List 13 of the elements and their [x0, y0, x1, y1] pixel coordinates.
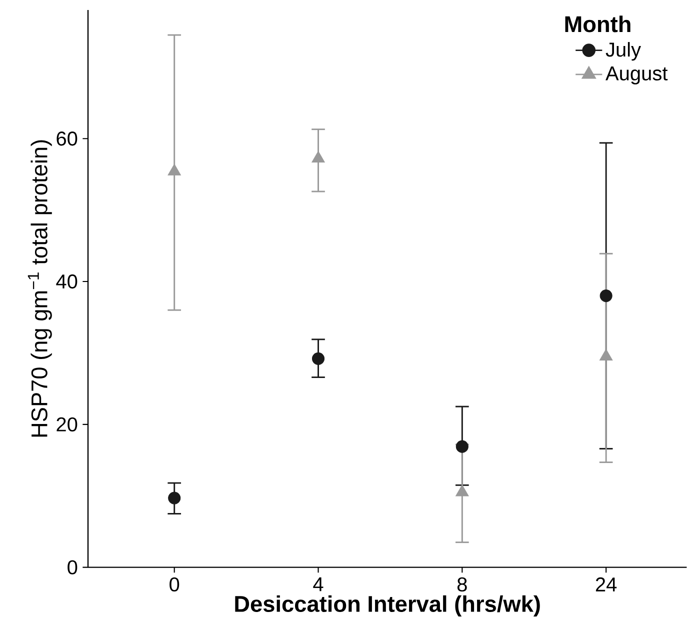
y-tick-label: 60: [56, 132, 78, 146]
x-tick-label: 0: [170, 577, 180, 592]
x-tick-label: 8: [457, 577, 467, 592]
legend-title: Month: [565, 16, 630, 32]
x-axis-title: Desiccation Interval (hrs/wk): [235, 595, 540, 616]
x-tick-label: 4: [313, 577, 324, 592]
y-tick-label: 20: [56, 417, 78, 432]
y-axis-title: HSP70 (ng gm$^{−1}$ total protein): [28, 140, 52, 437]
legend-label: July: [606, 42, 641, 61]
x-tick-label: 24: [596, 577, 617, 592]
legend-label: August: [606, 66, 668, 84]
y-tick-label: 0: [68, 560, 78, 574]
y-tick-label: 40: [56, 274, 78, 289]
